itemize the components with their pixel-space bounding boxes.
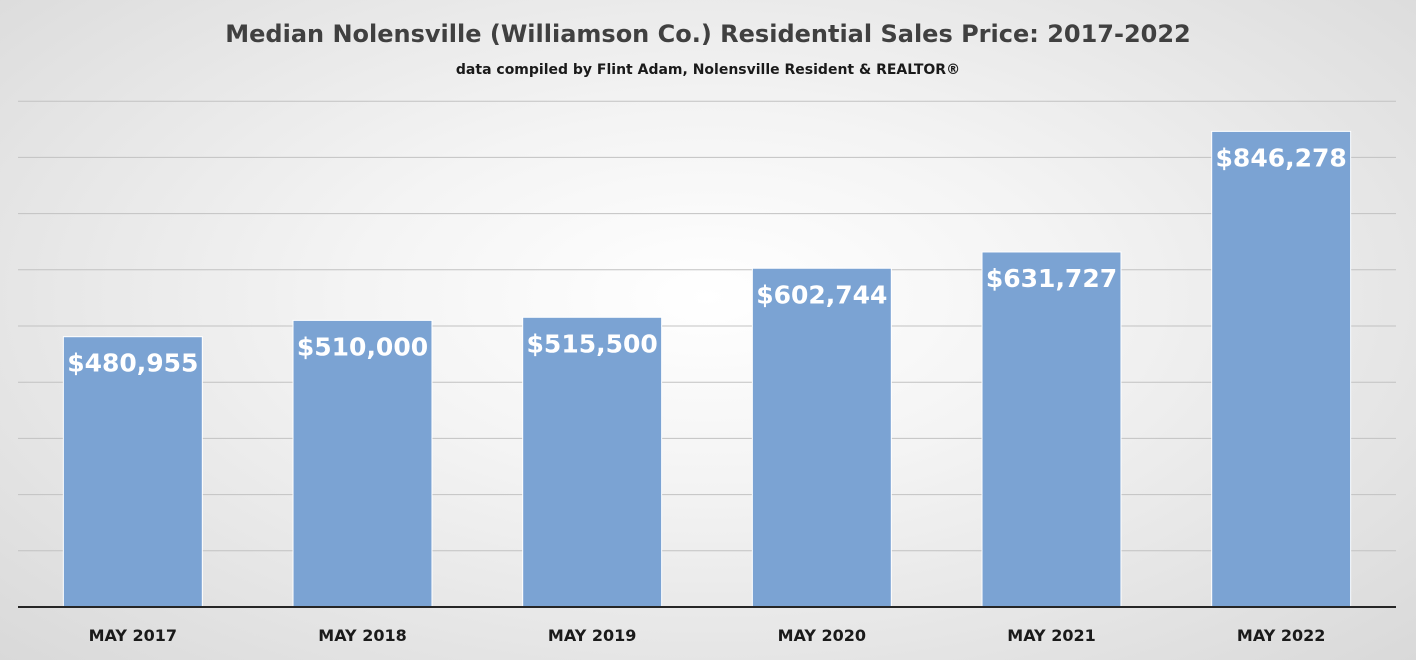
bar <box>62 336 203 608</box>
chart-subtitle: data compiled by Flint Adam, Nolensville… <box>456 62 960 78</box>
x-tick-label: MAY 2020 <box>778 626 866 645</box>
data-label: $602,744 <box>756 280 887 309</box>
bar <box>1211 130 1352 608</box>
x-tick-label: MAY 2017 <box>89 626 177 645</box>
chart-title: Median Nolensville (Williamson Co.) Resi… <box>225 20 1191 48</box>
data-label: $515,500 <box>527 329 658 358</box>
bar <box>292 319 433 608</box>
bar <box>981 251 1122 608</box>
bar <box>751 267 892 608</box>
data-labels: $480,955 $510,000 $515,500 $602,744 $631,727… <box>67 143 1347 377</box>
gridlines <box>18 100 1396 552</box>
bars <box>62 130 1352 608</box>
data-label: $510,000 <box>297 332 428 361</box>
x-tick-label: MAY 2018 <box>318 626 406 645</box>
bar <box>522 316 663 608</box>
x-tick-label: MAY 2019 <box>548 626 636 645</box>
x-tick-label: MAY 2022 <box>1237 626 1325 645</box>
data-label: $846,278 <box>1216 143 1347 172</box>
x-tick-label: MAY 2021 <box>1007 626 1095 645</box>
data-label: $631,727 <box>986 264 1117 293</box>
data-label: $480,955 <box>67 349 198 378</box>
x-axis-tick-labels: MAY 2017 MAY 2018 MAY 2019 MAY 2020 MAY 2021… <box>89 626 1326 645</box>
